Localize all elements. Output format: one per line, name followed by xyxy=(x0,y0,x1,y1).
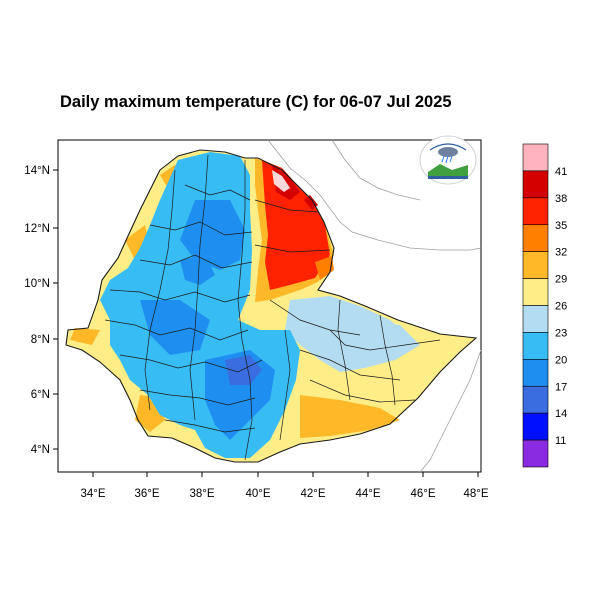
y-tick-label: 4°N xyxy=(31,444,50,456)
colorbar-swatch xyxy=(522,197,549,226)
colorbar-swatch xyxy=(522,412,549,441)
colorbar-swatch xyxy=(522,359,549,387)
colorbar-swatch xyxy=(522,439,549,468)
x-tick-label: 42°E xyxy=(300,488,325,500)
colorbar-label: 11 xyxy=(555,435,566,447)
x-axis-ticks xyxy=(92,472,479,477)
colorbar-label: 41 xyxy=(555,166,567,178)
colorbar-label: 14 xyxy=(555,408,567,420)
x-tick-label: 36°E xyxy=(134,488,159,500)
colorbar: 41 38 35 32 29 26 23 20 17 14 11 xyxy=(522,143,567,468)
x-tick-label: 34°E xyxy=(80,488,105,500)
colorbar-label: 23 xyxy=(555,327,567,339)
y-tick-label: 14°N xyxy=(24,165,50,177)
colorbar-swatch xyxy=(522,385,549,414)
x-tick-label: 38°E xyxy=(189,488,214,500)
coastline-lines xyxy=(267,139,482,473)
admin-boundaries xyxy=(65,149,478,463)
colorbar-label: 29 xyxy=(555,274,567,286)
colorbar-label: 17 xyxy=(555,381,567,393)
colorbar-label: 38 xyxy=(555,193,567,205)
x-tick-label: 48°E xyxy=(463,488,488,500)
colorbar-label: 32 xyxy=(555,247,567,259)
colorbar-swatch xyxy=(522,278,549,306)
y-tick-label: 6°N xyxy=(31,389,50,401)
colorbar-label: 26 xyxy=(555,301,567,313)
x-tick-label: 46°E xyxy=(410,488,435,500)
colorbar-label: 35 xyxy=(555,220,567,232)
y-axis-ticks xyxy=(53,169,58,450)
x-tick-label: 44°E xyxy=(355,488,380,500)
ethiopian-meteorology-logo xyxy=(419,135,477,185)
y-tick-label: 8°N xyxy=(31,334,50,346)
x-tick-label: 40°E xyxy=(245,488,270,500)
colorbar-swatch xyxy=(522,305,549,333)
colorbar-swatch xyxy=(522,251,549,279)
colorbar-swatch xyxy=(522,332,549,360)
temperature-fill xyxy=(66,150,476,462)
y-tick-label: 10°N xyxy=(24,278,50,290)
y-tick-label: 12°N xyxy=(24,223,50,235)
colorbar-swatch xyxy=(522,143,549,172)
colorbar-swatch xyxy=(522,170,549,199)
map-title: Daily maximum temperature (C) for 06-07 … xyxy=(60,93,452,111)
colorbar-swatch xyxy=(522,224,549,252)
colorbar-label: 20 xyxy=(555,354,567,366)
